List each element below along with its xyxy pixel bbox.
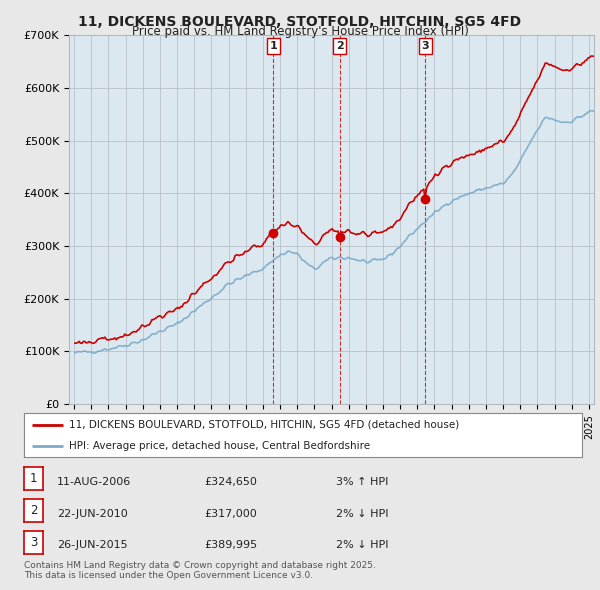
Text: 11, DICKENS BOULEVARD, STOTFOLD, HITCHIN, SG5 4FD (detached house): 11, DICKENS BOULEVARD, STOTFOLD, HITCHIN… (68, 420, 459, 430)
Text: 3: 3 (30, 536, 37, 549)
Text: £317,000: £317,000 (204, 509, 257, 519)
Text: £324,650: £324,650 (204, 477, 257, 487)
Text: 11-AUG-2006: 11-AUG-2006 (57, 477, 131, 487)
Text: 1: 1 (269, 41, 277, 51)
Text: 11, DICKENS BOULEVARD, STOTFOLD, HITCHIN, SG5 4FD: 11, DICKENS BOULEVARD, STOTFOLD, HITCHIN… (79, 15, 521, 29)
Text: £389,995: £389,995 (204, 540, 257, 550)
Text: 3% ↑ HPI: 3% ↑ HPI (336, 477, 388, 487)
Text: 2% ↓ HPI: 2% ↓ HPI (336, 509, 389, 519)
Text: 2: 2 (335, 41, 343, 51)
Text: 2: 2 (30, 504, 37, 517)
Text: 26-JUN-2015: 26-JUN-2015 (57, 540, 128, 550)
Text: 1: 1 (30, 473, 37, 486)
Text: Contains HM Land Registry data © Crown copyright and database right 2025.
This d: Contains HM Land Registry data © Crown c… (24, 560, 376, 580)
Text: Price paid vs. HM Land Registry's House Price Index (HPI): Price paid vs. HM Land Registry's House … (131, 25, 469, 38)
Text: 2% ↓ HPI: 2% ↓ HPI (336, 540, 389, 550)
Text: 3: 3 (422, 41, 429, 51)
Text: HPI: Average price, detached house, Central Bedfordshire: HPI: Average price, detached house, Cent… (68, 441, 370, 451)
Text: 22-JUN-2010: 22-JUN-2010 (57, 509, 128, 519)
